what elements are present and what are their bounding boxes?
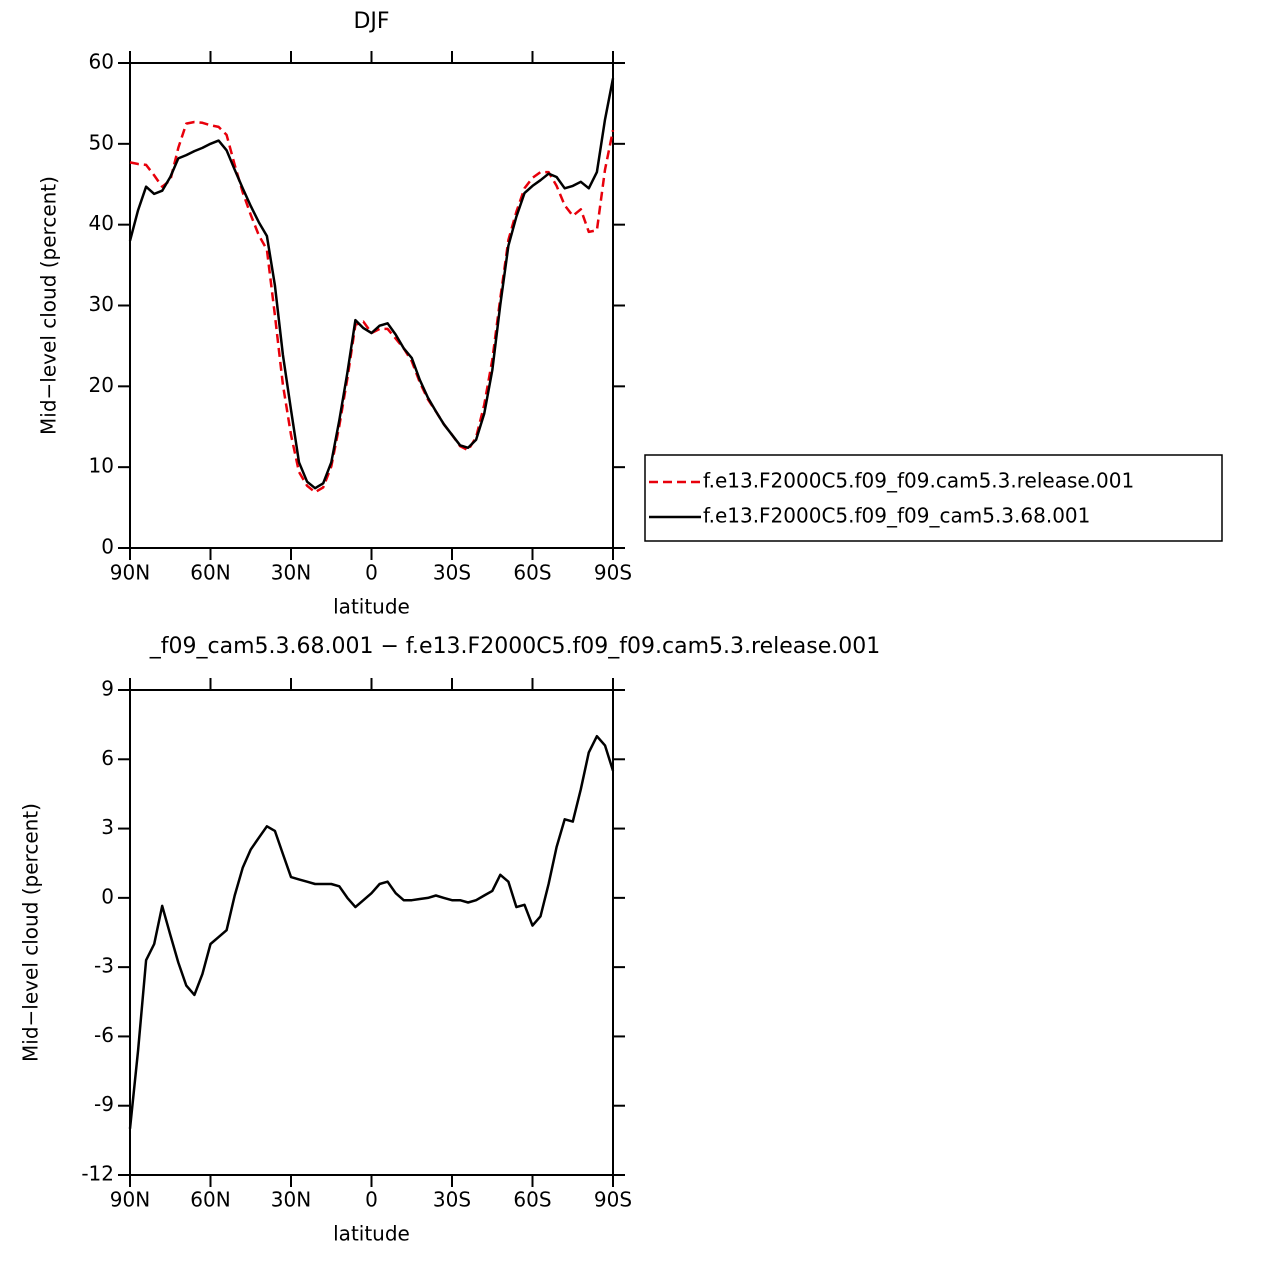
plot-frame — [129, 62, 614, 549]
x-tick-label: 90N — [110, 561, 150, 585]
x-tick-label: 30N — [271, 561, 311, 585]
y-tick-label: 40 — [89, 211, 114, 235]
x-axis-label: latitude — [333, 1222, 410, 1246]
x-tick-label: 60S — [513, 561, 551, 585]
y-tick-label: -9 — [94, 1092, 114, 1116]
y-tick-label: 50 — [89, 130, 114, 154]
data-line — [129, 120, 615, 494]
y-tick-label: -12 — [81, 1162, 114, 1186]
x-tick-label: 30S — [433, 1188, 471, 1212]
x-tick-label: 90N — [110, 1188, 150, 1212]
y-tick-label: 20 — [89, 373, 114, 397]
x-tick-label: 60N — [190, 561, 230, 585]
data-line — [128, 78, 615, 490]
y-tick-label: 9 — [101, 677, 114, 701]
plot-frame — [129, 689, 614, 1176]
y-axis-label: Mid−level cloud (percent) — [19, 803, 43, 1062]
y-tick-label: 60 — [89, 50, 114, 74]
y-tick-label: 0 — [101, 884, 114, 908]
y-tick-label: -6 — [94, 1023, 114, 1047]
x-axis-label: latitude — [333, 595, 410, 619]
x-tick-label: 0 — [365, 1188, 378, 1212]
y-tick-label: 10 — [89, 454, 114, 478]
x-tick-label: 30N — [271, 1188, 311, 1212]
x-tick-label: 60S — [513, 1188, 551, 1212]
x-tick-label: 0 — [365, 561, 378, 585]
legend-label: f.e13.F2000C5.f09_f09.cam5.3.release.001 — [703, 469, 1134, 493]
x-tick-label: 30S — [433, 561, 471, 585]
y-tick-label: 6 — [101, 746, 114, 770]
x-tick-label: 90S — [594, 1188, 632, 1212]
legend-box — [644, 454, 1223, 542]
chart-title: _f09_cam5.3.68.001 − f.e13.F2000C5.f09_f… — [149, 634, 880, 659]
y-tick-label: 30 — [89, 292, 114, 316]
x-tick-label: 90S — [594, 561, 632, 585]
legend-label: f.e13.F2000C5.f09_f09_cam5.3.68.001 — [703, 504, 1090, 528]
x-tick-label: 60N — [190, 1188, 230, 1212]
y-tick-label: 3 — [101, 815, 114, 839]
data-line — [128, 734, 615, 1129]
y-tick-label: -3 — [94, 954, 114, 978]
chart-title: DJF — [353, 9, 389, 34]
y-tick-label: 0 — [101, 535, 114, 559]
y-axis-label: Mid−level cloud (percent) — [37, 176, 61, 435]
